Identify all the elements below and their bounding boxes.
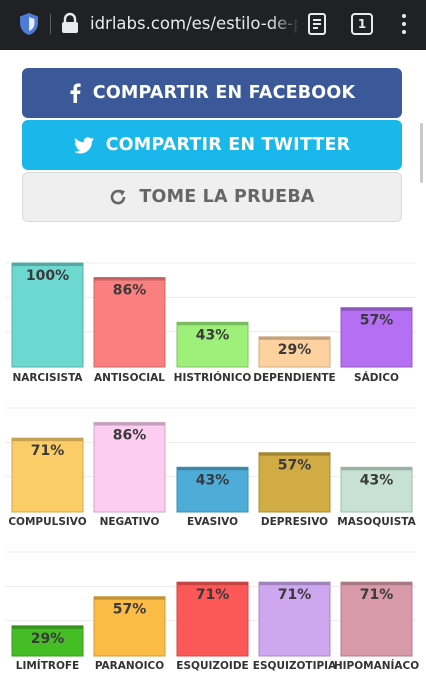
chart-bar [11, 625, 84, 657]
reader-mode-icon[interactable] [306, 12, 328, 36]
share-facebook-label: COMPARTIR EN FACEBOOK [92, 83, 356, 103]
share-twitter-button[interactable]: COMPARTIR EN TWITTER [22, 120, 402, 170]
chart-bar [176, 581, 249, 657]
chart-bar [258, 452, 331, 513]
more-menu-icon[interactable] [396, 12, 412, 38]
shield-icon[interactable] [16, 11, 42, 37]
chart-bar [340, 307, 413, 368]
chart-bar [93, 422, 166, 513]
chart-bar [93, 277, 166, 368]
refresh-icon [111, 189, 126, 205]
address-bar[interactable]: idrlabs.com/es/estilo-de-pe [90, 14, 298, 33]
address-bar-fade [270, 10, 300, 38]
chart-bar [340, 466, 413, 513]
lock-icon[interactable] [60, 12, 80, 34]
take-test-label: TOME LA PRUEBA [139, 187, 315, 207]
twitter-icon [73, 136, 94, 153]
chart-bar [340, 581, 413, 657]
facebook-icon [70, 83, 81, 103]
toolbar-separator [50, 14, 51, 34]
chart-bar [11, 262, 84, 368]
browser-toolbar: idrlabs.com/es/estilo-de-pe 1 [0, 0, 426, 50]
chart-bar [93, 596, 166, 657]
share-facebook-button[interactable]: COMPARTIR EN FACEBOOK [22, 68, 402, 118]
chart-bar [176, 466, 249, 513]
chart-bar [11, 437, 84, 513]
chart-bar [258, 581, 331, 657]
chart-bar [258, 336, 331, 368]
share-twitter-label: COMPARTIR EN TWITTER [105, 135, 351, 155]
chart-bar [176, 321, 249, 368]
take-test-button[interactable]: TOME LA PRUEBA [22, 172, 402, 222]
tab-switcher-icon[interactable]: 1 [351, 13, 373, 35]
scrollbar[interactable] [420, 123, 423, 183]
